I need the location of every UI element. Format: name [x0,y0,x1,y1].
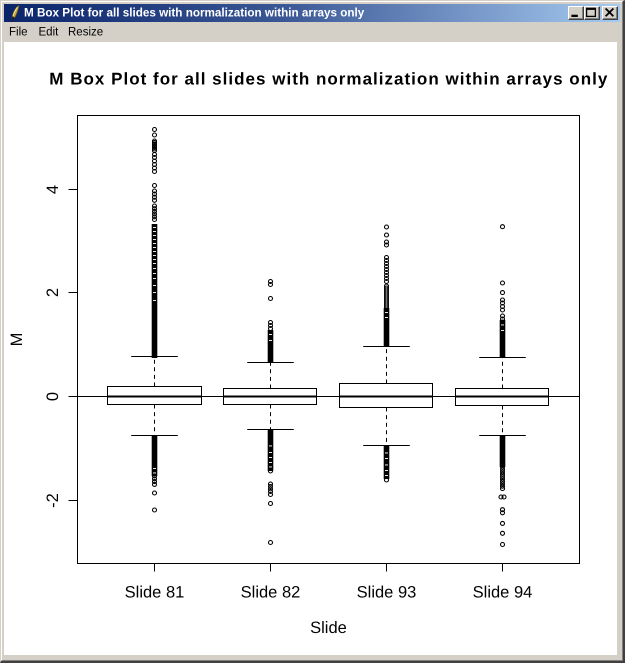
svg-text:Slide 93: Slide 93 [357,584,417,602]
svg-text:Edit: Edit [39,27,60,39]
svg-text:Slide 94: Slide 94 [473,584,533,602]
svg-text:0: 0 [44,392,62,401]
svg-text:Slide 82: Slide 82 [241,584,301,602]
svg-text:File: File [9,27,28,39]
svg-text:4: 4 [44,185,62,194]
svg-text:2: 2 [44,288,62,297]
svg-text:M Box Plot for all slides with: M Box Plot for all slides with normaliza… [49,70,608,89]
svg-text:Slide: Slide [310,619,347,637]
svg-text:Resize: Resize [68,27,103,39]
svg-text:M Box Plot for all slides with: M Box Plot for all slides with normaliza… [24,7,365,20]
svg-text:M: M [8,333,26,347]
svg-text:-2: -2 [44,493,62,508]
svg-text:Slide 81: Slide 81 [125,584,185,602]
